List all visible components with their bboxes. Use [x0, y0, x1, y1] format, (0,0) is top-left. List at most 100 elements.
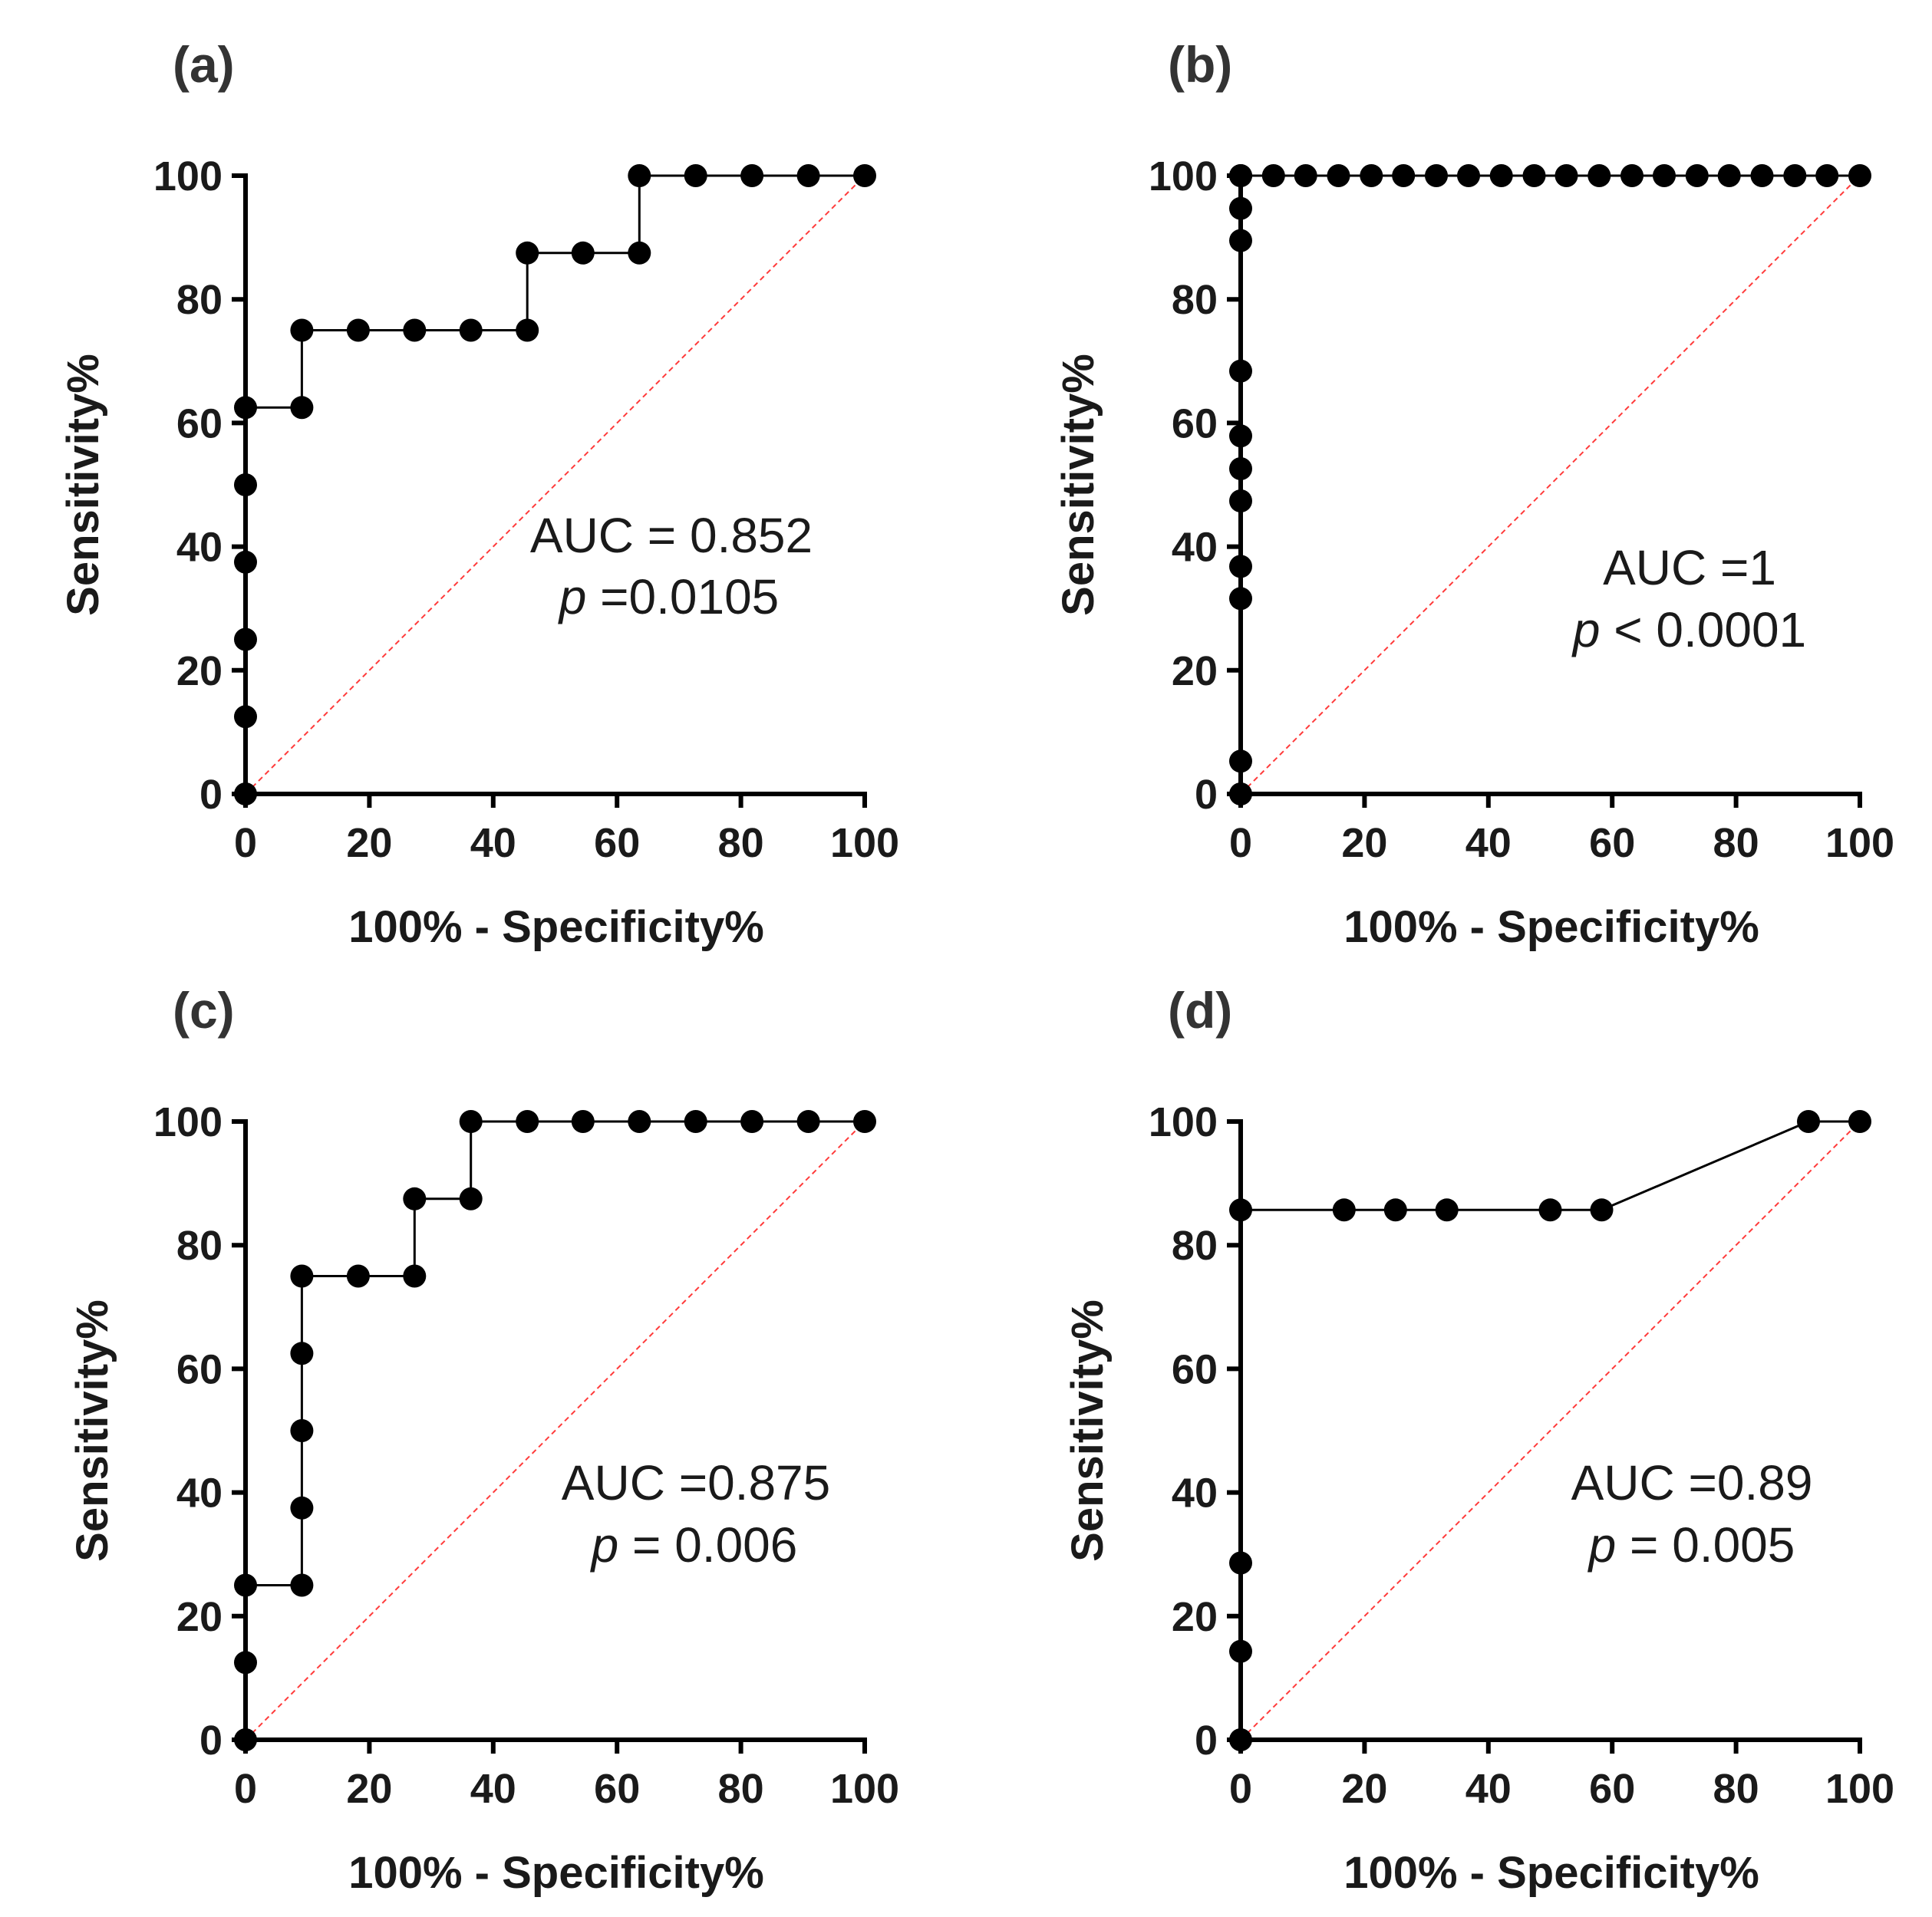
p-symbol: p — [1571, 602, 1601, 657]
y-tick-label: 40 — [1172, 525, 1218, 571]
auc-annotation: AUC =1 — [1603, 540, 1776, 595]
reference-diagonal-line — [245, 1121, 865, 1741]
x-tick-label: 20 — [1341, 820, 1387, 866]
x-tick-label: 100 — [830, 820, 899, 866]
roc-point — [1392, 164, 1416, 187]
y-tick-label: 40 — [176, 525, 223, 571]
auc-annotation: AUC =0.89 — [1571, 1455, 1813, 1510]
y-tick-label: 60 — [176, 400, 223, 446]
roc-point — [1815, 164, 1839, 187]
roc-point — [1590, 1198, 1614, 1222]
y-tick-label: 100 — [1149, 1099, 1218, 1145]
roc-point — [853, 164, 876, 187]
roc-point — [1360, 164, 1383, 187]
y-tick-label: 80 — [1172, 277, 1218, 323]
roc-point — [290, 1342, 314, 1365]
roc-point — [1229, 229, 1252, 252]
roc-point — [290, 1496, 314, 1520]
p-symbol: p — [558, 569, 587, 624]
roc-point — [1229, 489, 1252, 512]
roc-point — [740, 1110, 764, 1133]
roc-point — [571, 241, 595, 265]
roc-point — [234, 396, 257, 420]
roc-point — [1489, 164, 1513, 187]
x-tick-label: 20 — [346, 820, 392, 866]
auc-annotation: AUC =0.875 — [562, 1455, 830, 1510]
y-tick-label: 20 — [1172, 648, 1218, 694]
x-tick-label: 80 — [1713, 1766, 1759, 1812]
panel-label: (a) — [173, 36, 235, 93]
roc-point — [628, 1110, 651, 1133]
p-value-annotation: p = 0.006 — [590, 1517, 798, 1573]
roc-point — [1327, 164, 1350, 187]
roc-point — [853, 1110, 876, 1133]
roc-point — [796, 164, 820, 187]
x-tick-label: 40 — [470, 820, 516, 866]
roc-point — [1229, 782, 1252, 805]
roc-point — [1229, 1551, 1252, 1575]
p-symbol: p — [1587, 1517, 1617, 1573]
roc-point — [234, 1728, 257, 1751]
x-axis-label: 100% - Specificity% — [348, 902, 764, 952]
roc-point — [1229, 1198, 1252, 1222]
roc-point — [1653, 164, 1676, 187]
y-tick-label: 40 — [1172, 1471, 1218, 1517]
roc-point — [290, 396, 314, 420]
roc-point — [1522, 164, 1546, 187]
x-tick-label: 0 — [234, 1766, 257, 1812]
roc-point — [290, 1264, 314, 1288]
p-value: =0.0105 — [586, 569, 779, 624]
roc-point — [1229, 424, 1252, 448]
roc-point — [1294, 164, 1317, 187]
roc-point — [234, 782, 257, 805]
x-tick-label: 60 — [1589, 1766, 1635, 1812]
y-axis-label: Sensitivity% — [68, 1299, 117, 1562]
roc-point — [234, 550, 257, 574]
roc-point — [1383, 1198, 1407, 1222]
roc-point — [290, 318, 314, 342]
roc-point — [1261, 164, 1285, 187]
roc-point — [1229, 196, 1252, 220]
roc-point — [516, 241, 539, 265]
roc-point — [1587, 164, 1611, 187]
panel-label: (d) — [1168, 982, 1232, 1039]
p-value-annotation: p < 0.0001 — [1571, 602, 1806, 657]
y-tick-label: 60 — [1172, 400, 1218, 446]
roc-point — [459, 318, 483, 342]
roc-point — [234, 705, 257, 729]
roc-point — [1538, 1198, 1562, 1222]
roc-point — [1229, 1728, 1252, 1751]
x-axis-label: 100% - Specificity% — [1343, 902, 1759, 952]
p-symbol: p — [590, 1517, 619, 1573]
p-value-annotation: p =0.0105 — [558, 569, 780, 624]
p-value: = 0.006 — [618, 1517, 797, 1573]
y-tick-label: 20 — [176, 1594, 223, 1640]
y-tick-label: 80 — [176, 277, 223, 323]
y-tick-label: 80 — [1172, 1223, 1218, 1269]
roc-point — [796, 1110, 820, 1133]
panel-a: (a) 0 20 40 60 80 100 0 20 40 60 80 100 100% - Spec… — [58, 36, 899, 952]
y-axis-label: Sensitivity% — [58, 354, 108, 616]
roc-point — [740, 164, 764, 187]
roc-point — [1717, 164, 1741, 187]
x-tick-label: 80 — [718, 1766, 764, 1812]
roc-point — [516, 318, 539, 342]
p-value: < 0.0001 — [1600, 602, 1806, 657]
x-axis-label: 100% - Specificity% — [1343, 1848, 1759, 1898]
roc-point — [1783, 164, 1807, 187]
roc-point — [234, 627, 257, 651]
roc-point — [1435, 1198, 1459, 1222]
x-tick-label: 60 — [594, 820, 640, 866]
roc-point — [1750, 164, 1774, 187]
roc-point — [1229, 164, 1252, 187]
x-tick-label: 80 — [1713, 820, 1759, 866]
roc-point — [1555, 164, 1578, 187]
y-tick-label: 0 — [1195, 1718, 1218, 1764]
roc-point — [1229, 749, 1252, 773]
roc-point — [346, 318, 370, 342]
panel-c: (c) 0 20 40 60 80 100 0 20 40 60 80 100 100% - Spec… — [68, 982, 899, 1898]
y-axis-label: Sensitivity% — [1053, 354, 1103, 616]
roc-point — [459, 1187, 483, 1210]
roc-point — [403, 1187, 427, 1210]
